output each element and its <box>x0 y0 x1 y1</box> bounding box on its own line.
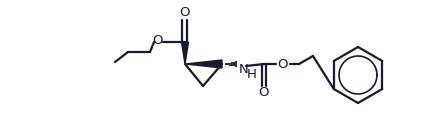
Text: N: N <box>239 62 248 76</box>
Text: O: O <box>179 6 190 18</box>
Text: H: H <box>247 67 256 81</box>
Text: O: O <box>153 34 163 46</box>
Polygon shape <box>184 60 222 68</box>
Text: O: O <box>258 86 269 100</box>
Polygon shape <box>181 42 188 64</box>
Text: O: O <box>277 58 288 70</box>
